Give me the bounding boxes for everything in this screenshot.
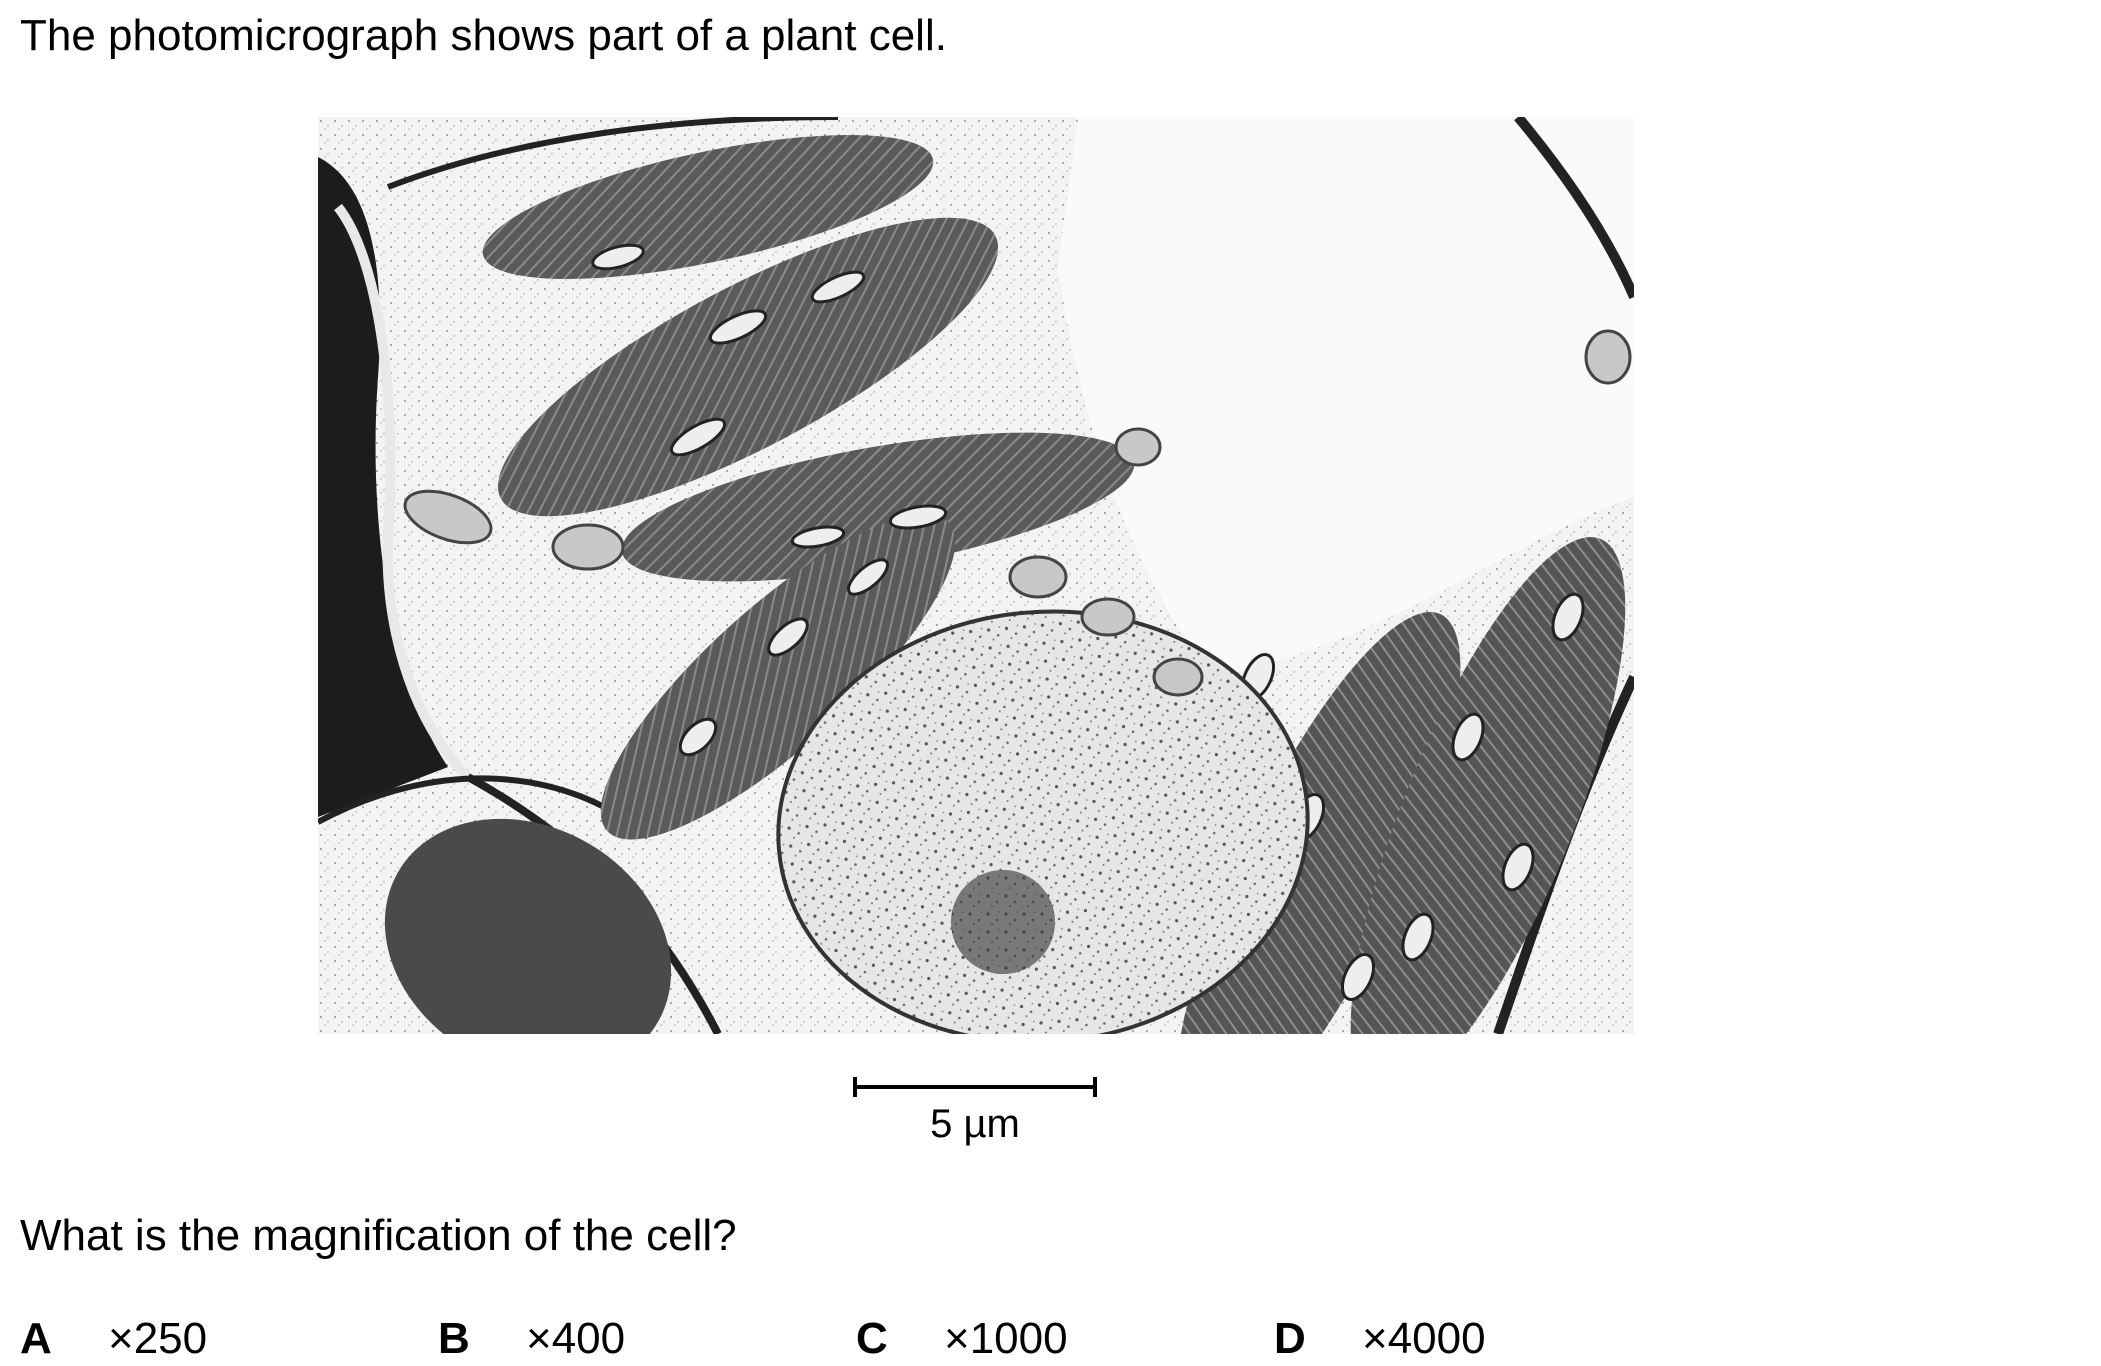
- question-intro: The photomicrograph shows part of a plan…: [20, 11, 947, 60]
- option-d[interactable]: D ×4000: [1274, 1313, 1486, 1366]
- scale-bar-label: 5 µm: [930, 1102, 1020, 1146]
- scale-bar: 5 µm: [852, 1070, 1098, 1160]
- option-letter: D: [1274, 1314, 1306, 1363]
- option-value: ×250: [108, 1314, 208, 1363]
- option-value: ×1000: [944, 1314, 1068, 1363]
- option-letter: A: [20, 1314, 52, 1363]
- option-letter: C: [856, 1314, 888, 1363]
- option-letter: B: [438, 1314, 470, 1363]
- question-text: What is the magnification of the cell?: [20, 1211, 737, 1260]
- option-value: ×4000: [1362, 1314, 1486, 1363]
- option-b[interactable]: B ×400: [438, 1313, 625, 1366]
- photomicrograph-image: [318, 117, 1634, 1034]
- option-a[interactable]: A ×250: [20, 1313, 207, 1366]
- option-c[interactable]: C ×1000: [856, 1313, 1068, 1366]
- option-value: ×400: [526, 1314, 626, 1363]
